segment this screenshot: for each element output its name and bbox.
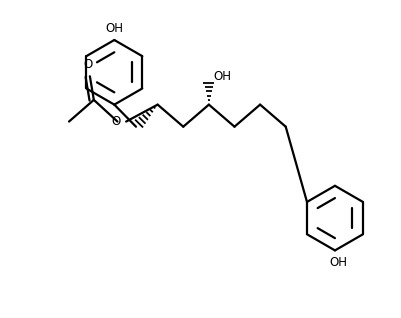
Text: OH: OH [213,70,231,83]
Text: O: O [111,115,120,128]
Text: O: O [83,58,92,71]
Text: OH: OH [105,22,123,35]
Text: OH: OH [328,256,346,268]
